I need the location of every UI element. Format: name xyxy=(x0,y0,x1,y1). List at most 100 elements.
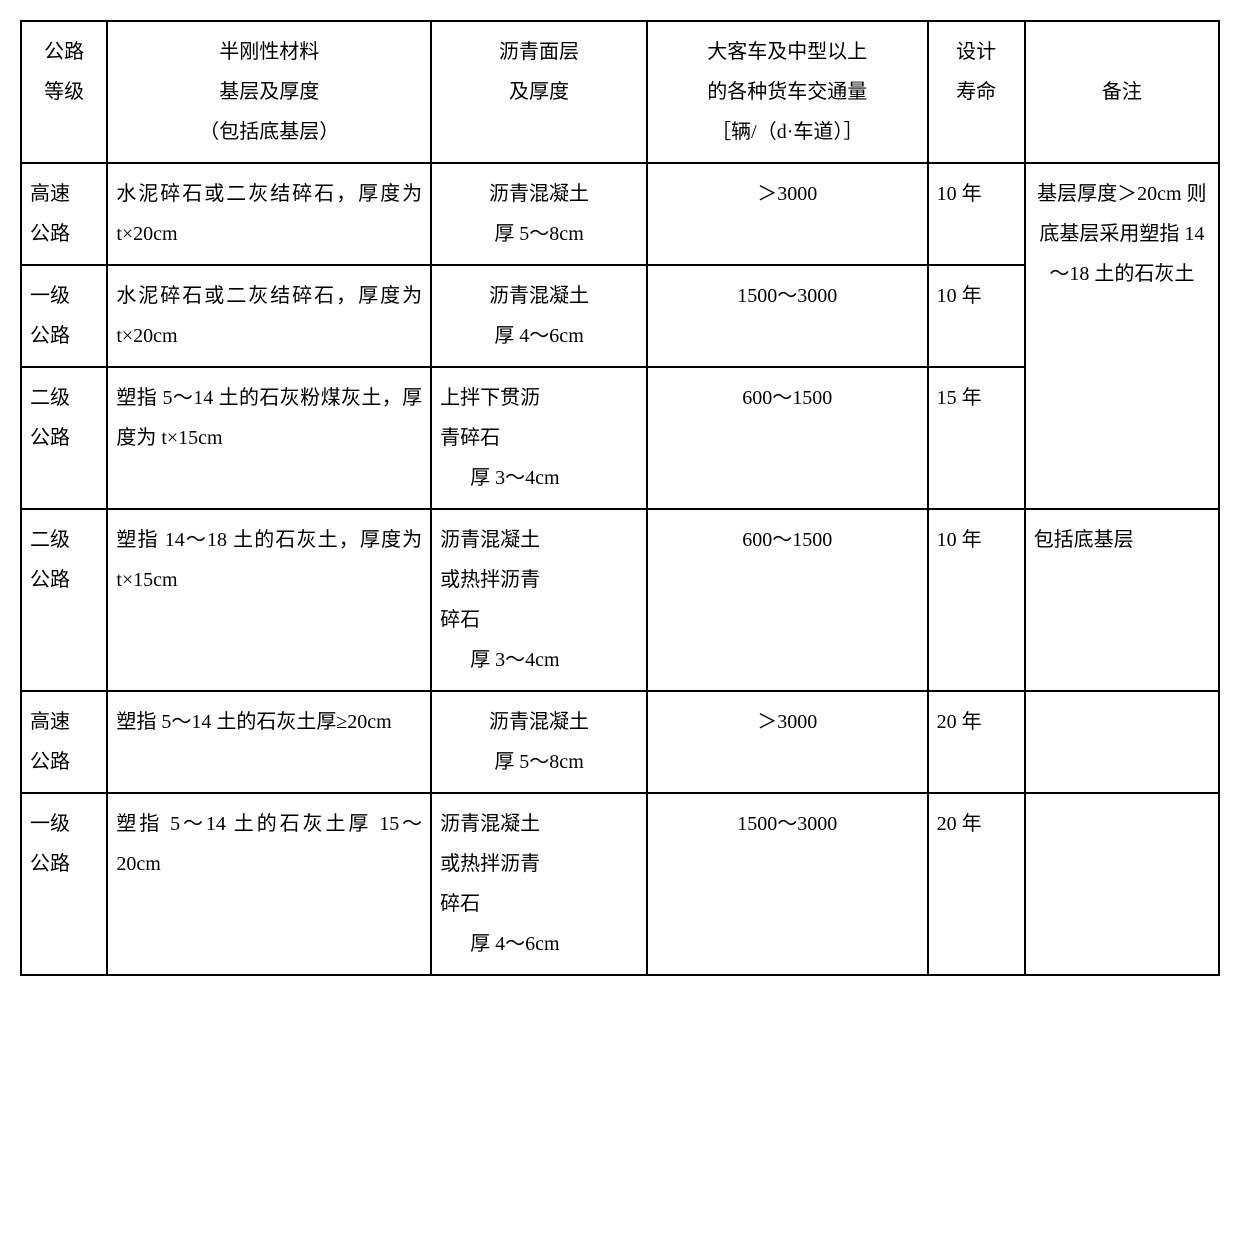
cell-text: 10 年 xyxy=(937,285,982,307)
cell-text: 600～1500 xyxy=(742,529,832,551)
table-row: 高速 公路 水泥碎石或二灰结碎石，厚度为 t×20cm 沥青混凝土 厚 5～8c… xyxy=(21,163,1219,265)
header-traffic: 大客车及中型以上 的各种货车交通量 ［辆/（d·车道）］ xyxy=(647,21,928,163)
cell-text: 20 年 xyxy=(937,813,982,835)
cell-text: 公路 xyxy=(30,569,70,591)
cell-note: 包括底基层 xyxy=(1025,509,1219,691)
cell-text: 青碎石 xyxy=(440,427,500,449)
cell-text: 公路 xyxy=(30,853,70,875)
pavement-design-table: 公路 等级 半刚性材料 基层及厚度 （包括底基层） 沥青面层 及厚度 大客车及中… xyxy=(20,20,1220,976)
header-text: 寿命 xyxy=(956,81,996,103)
cell-text: 沥青混凝土 xyxy=(489,183,589,205)
cell-text: 厚 4～6cm xyxy=(494,325,583,347)
cell-base: 塑指 5～14 土的石灰粉煤灰土，厚度为 t×15cm xyxy=(107,367,431,509)
cell-text: 公路 xyxy=(30,223,70,245)
cell-base: 塑指 5～14 土的石灰土厚 15～20cm xyxy=(107,793,431,975)
cell-base: 水泥碎石或二灰结碎石，厚度为 t×20cm xyxy=(107,265,431,367)
cell-text: 10 年 xyxy=(937,183,982,205)
cell-text: ＞3000 xyxy=(757,711,817,733)
cell-text: 二级 xyxy=(30,387,70,409)
header-text: 备注 xyxy=(1102,81,1142,103)
header-text: ［辆/（d·车道）］ xyxy=(711,121,863,143)
cell-life: 10 年 xyxy=(928,509,1025,691)
cell-text: 塑指 5～14 土的石灰粉煤灰土，厚度为 t×15cm xyxy=(116,387,422,449)
cell-base: 塑指 5～14 土的石灰土厚≥20cm xyxy=(107,691,431,793)
cell-text: 或热拌沥青 xyxy=(440,853,540,875)
cell-text: 上拌下贯沥 xyxy=(440,387,540,409)
table-row: 高速 公路 塑指 5～14 土的石灰土厚≥20cm 沥青混凝土 厚 5～8cm … xyxy=(21,691,1219,793)
header-text: 设计 xyxy=(956,41,996,63)
cell-text: 沥青混凝土 xyxy=(440,529,540,551)
table-header-row: 公路 等级 半刚性材料 基层及厚度 （包括底基层） 沥青面层 及厚度 大客车及中… xyxy=(21,21,1219,163)
cell-text: 厚 4～6cm xyxy=(440,924,638,964)
header-life: 设计 寿命 xyxy=(928,21,1025,163)
header-text: 半刚性材料 xyxy=(219,41,319,63)
cell-text: 沥青混凝土 xyxy=(440,813,540,835)
header-base: 半刚性材料 基层及厚度 （包括底基层） xyxy=(107,21,431,163)
cell-text: 公路 xyxy=(30,751,70,773)
cell-text: 包括底基层 xyxy=(1034,529,1134,551)
cell-text: 沥青混凝土 xyxy=(489,285,589,307)
cell-surface: 沥青混凝土 厚 5～8cm xyxy=(431,691,647,793)
cell-grade: 二级 公路 xyxy=(21,509,107,691)
cell-text: 水泥碎石或二灰结碎石，厚度为 t×20cm xyxy=(116,183,422,245)
header-text: 等级 xyxy=(44,81,84,103)
cell-life: 20 年 xyxy=(928,793,1025,975)
header-text: 沥青面层 xyxy=(499,41,579,63)
cell-text: 高速 xyxy=(30,183,70,205)
cell-text: 水泥碎石或二灰结碎石，厚度为 t×20cm xyxy=(116,285,422,347)
cell-text: 塑指 5～14 土的石灰土厚≥20cm xyxy=(116,711,391,733)
cell-text: 1500～3000 xyxy=(737,285,837,307)
header-surface: 沥青面层 及厚度 xyxy=(431,21,647,163)
cell-text: 碎石 xyxy=(440,609,480,631)
cell-grade: 高速 公路 xyxy=(21,691,107,793)
cell-text: 厚 5～8cm xyxy=(494,223,583,245)
cell-traffic: 1500～3000 xyxy=(647,265,928,367)
header-text: 的各种货车交通量 xyxy=(707,81,867,103)
cell-text: 塑指 5～14 土的石灰土厚 15～20cm xyxy=(116,813,422,875)
cell-note xyxy=(1025,793,1219,975)
cell-text: 600～1500 xyxy=(742,387,832,409)
cell-text: 或热拌沥青 xyxy=(440,569,540,591)
cell-text: 20 年 xyxy=(937,711,982,733)
cell-text: 厚 5～8cm xyxy=(494,751,583,773)
cell-text: 厚 3～4cm xyxy=(440,640,638,680)
cell-text: 二级 xyxy=(30,529,70,551)
cell-surface: 沥青混凝土 厚 4～6cm xyxy=(431,265,647,367)
header-text: 及厚度 xyxy=(509,81,569,103)
cell-text: 公路 xyxy=(30,427,70,449)
cell-base: 塑指 14～18 土的石灰土，厚度为 t×15cm xyxy=(107,509,431,691)
cell-traffic: 1500～3000 xyxy=(647,793,928,975)
cell-text: 一级 xyxy=(30,285,70,307)
header-text: 公路 xyxy=(44,41,84,63)
cell-text: 公路 xyxy=(30,325,70,347)
cell-life: 10 年 xyxy=(928,163,1025,265)
cell-surface: 沥青混凝土 厚 5～8cm xyxy=(431,163,647,265)
cell-grade: 一级 公路 xyxy=(21,793,107,975)
header-text: （包括底基层） xyxy=(199,121,339,143)
cell-text: 一级 xyxy=(30,813,70,835)
cell-text: 碎石 xyxy=(440,893,480,915)
cell-text: 15 年 xyxy=(937,387,982,409)
cell-surface: 沥青混凝土 或热拌沥青 碎石 厚 3～4cm xyxy=(431,509,647,691)
cell-traffic: 600～1500 xyxy=(647,509,928,691)
cell-text: 厚 3～4cm xyxy=(440,458,638,498)
cell-traffic: ＞3000 xyxy=(647,691,928,793)
cell-surface: 上拌下贯沥 青碎石 厚 3～4cm xyxy=(431,367,647,509)
header-text: 基层及厚度 xyxy=(219,81,319,103)
cell-note xyxy=(1025,691,1219,793)
cell-grade: 二级 公路 xyxy=(21,367,107,509)
header-grade: 公路 等级 xyxy=(21,21,107,163)
cell-text: 沥青混凝土 xyxy=(489,711,589,733)
cell-base: 水泥碎石或二灰结碎石，厚度为 t×20cm xyxy=(107,163,431,265)
header-text: 大客车及中型以上 xyxy=(707,41,867,63)
cell-text: 1500～3000 xyxy=(737,813,837,835)
cell-text: 10 年 xyxy=(937,529,982,551)
cell-grade: 高速 公路 xyxy=(21,163,107,265)
cell-traffic: 600～1500 xyxy=(647,367,928,509)
cell-traffic: ＞3000 xyxy=(647,163,928,265)
cell-life: 20 年 xyxy=(928,691,1025,793)
cell-note-merged: 基层厚度＞20cm 则底基层采用塑指 14～18 土的石灰土 xyxy=(1025,163,1219,509)
table-row: 二级 公路 塑指 14～18 土的石灰土，厚度为 t×15cm 沥青混凝土 或热… xyxy=(21,509,1219,691)
table-row: 一级 公路 塑指 5～14 土的石灰土厚 15～20cm 沥青混凝土 或热拌沥青… xyxy=(21,793,1219,975)
cell-life: 10 年 xyxy=(928,265,1025,367)
